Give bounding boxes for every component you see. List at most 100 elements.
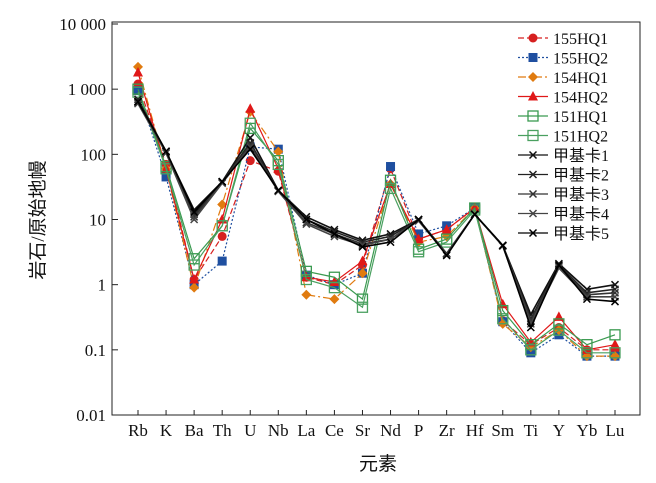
data-point-Th: [218, 179, 227, 188]
data-point-U: [246, 142, 255, 151]
data-point-Th: [218, 177, 227, 186]
data-point-Th: [217, 231, 227, 241]
x-tick-label-Th: Th: [213, 421, 232, 440]
y-tick-label: 1 000: [68, 80, 106, 99]
data-point-Lu: [610, 351, 620, 362]
x-tick-label-Y: Y: [553, 421, 565, 440]
x-tick-label-K: K: [160, 421, 173, 440]
series-line: [137, 66, 615, 357]
series-155HQ1: [133, 79, 620, 355]
data-point-Ba: [189, 274, 200, 284]
data-point-Nb: [273, 146, 284, 157]
data-point-U: [244, 117, 256, 129]
y-tick-label: 1: [98, 276, 107, 295]
legend-item: 151HQ1: [518, 109, 608, 126]
data-point-Nd: [384, 174, 397, 186]
legend-marker: [528, 170, 538, 179]
x-tick-label-Hf: Hf: [466, 421, 484, 440]
legend-item: 甲基卡3: [518, 186, 609, 204]
data-point-La: [302, 215, 311, 224]
series-line: [137, 83, 615, 351]
series-甲基卡2: [133, 95, 620, 323]
y-tick-label: 100: [81, 145, 107, 164]
data-point-Y: [554, 261, 563, 270]
data-point-Nb: [274, 186, 283, 195]
legend-item: 154HQ2: [518, 90, 608, 107]
legend-item: 155HQ1: [518, 31, 608, 48]
y-tick-label: 10 000: [59, 15, 106, 34]
y-tick-label: 0.1: [85, 341, 106, 360]
data-point-Lu: [610, 297, 620, 306]
data-point-P: [412, 246, 425, 258]
x-tick-label-Lu: Lu: [606, 421, 625, 440]
data-point-Ce: [330, 229, 339, 238]
plot-frame: [111, 21, 641, 416]
x-tick-label-P: P: [414, 421, 423, 440]
series-甲基卡5: [133, 97, 620, 332]
data-point-Ti: [525, 344, 537, 356]
data-point-Y: [553, 324, 565, 336]
legend-label: 甲基卡5: [553, 225, 609, 243]
data-point-Ti: [526, 348, 536, 358]
legend-marker: [528, 33, 538, 43]
x-tick-label-Ce: Ce: [325, 421, 344, 440]
x-tick-label-Zr: Zr: [439, 421, 455, 440]
x-axis-label: 元素: [359, 453, 397, 475]
data-point-Lu: [610, 339, 620, 349]
legend-label: 甲基卡3: [553, 186, 609, 204]
data-point-Sr: [357, 268, 368, 279]
series-line: [137, 90, 615, 357]
legend-item: 151HQ2: [518, 129, 608, 146]
data-point-Sr: [358, 241, 367, 250]
data-point-Nd: [384, 182, 397, 195]
data-point-Ce: [329, 294, 340, 305]
data-point-Zr: [441, 224, 452, 234]
data-point-Th: [216, 220, 228, 232]
x-tick-label-Sr: Sr: [355, 421, 370, 440]
data-point-K: [161, 172, 171, 182]
series-151HQ2: [132, 86, 621, 359]
data-point-P: [413, 233, 424, 244]
data-point-Lu: [609, 347, 621, 359]
series-line: [137, 98, 616, 321]
data-point-K: [160, 163, 172, 175]
legend-marker: [528, 53, 538, 62]
data-point-Rb: [132, 86, 144, 98]
series-甲基卡1: [133, 97, 620, 319]
legend-item: 155HQ2: [518, 51, 608, 68]
data-point-U: [246, 145, 255, 154]
x-tick-label-Ba: Ba: [185, 421, 204, 440]
series-154HQ1: [133, 61, 620, 362]
legend-marker: [527, 129, 539, 142]
data-point-Rb: [133, 67, 143, 77]
series-line: [137, 101, 616, 330]
data-point-Nb: [272, 158, 284, 171]
legend-label: 155HQ1: [553, 31, 608, 48]
legend-label: 甲基卡1: [553, 147, 609, 165]
legend-item: 甲基卡1: [518, 147, 609, 165]
data-point-Yb: [581, 339, 593, 351]
legend-item: 甲基卡4: [518, 206, 609, 224]
data-point-Ti: [526, 323, 535, 332]
data-point-Sr: [356, 301, 369, 313]
data-point-Nd: [386, 162, 396, 172]
legend-item: 154HQ1: [518, 70, 608, 87]
data-point-Ce: [329, 276, 340, 286]
data-point-Th: [217, 199, 228, 210]
legend-item: 甲基卡2: [518, 167, 609, 185]
data-point-Ba: [189, 282, 200, 293]
x-tick-label-Yb: Yb: [577, 421, 598, 440]
legend-marker: [528, 91, 538, 101]
data-point-La: [300, 273, 313, 286]
legend-label: 甲基卡4: [553, 206, 609, 224]
data-point-Nd: [386, 238, 395, 247]
legend-label: 甲基卡2: [553, 167, 609, 185]
data-point-Rb: [133, 61, 143, 72]
data-point-Sm: [497, 304, 509, 317]
data-point-Sr: [358, 242, 367, 251]
data-point-Sm: [497, 313, 509, 325]
data-point-Ti: [525, 336, 536, 347]
legend-marker: [527, 110, 539, 122]
data-point-Zr: [442, 251, 451, 260]
